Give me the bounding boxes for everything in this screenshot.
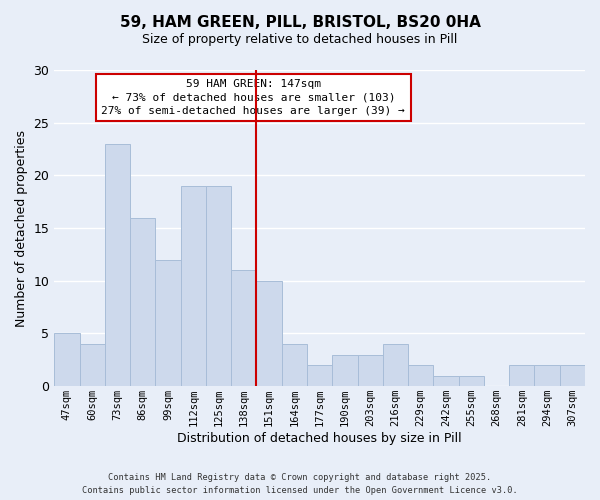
Text: 59, HAM GREEN, PILL, BRISTOL, BS20 0HA: 59, HAM GREEN, PILL, BRISTOL, BS20 0HA [119,15,481,30]
Bar [458,376,484,386]
Bar [80,344,105,386]
Bar [206,186,231,386]
Bar [408,365,433,386]
Text: 59 HAM GREEN: 147sqm
← 73% of detached houses are smaller (103)
27% of semi-deta: 59 HAM GREEN: 147sqm ← 73% of detached h… [101,80,405,116]
Bar [307,365,332,386]
Text: Size of property relative to detached houses in Pill: Size of property relative to detached ho… [142,32,458,46]
Y-axis label: Number of detached properties: Number of detached properties [15,130,28,326]
Bar [509,365,535,386]
Bar [181,186,206,386]
Bar [155,260,181,386]
Bar [332,354,358,386]
Bar [535,365,560,386]
Bar [433,376,458,386]
Bar [130,218,155,386]
Bar [54,334,80,386]
Bar [105,144,130,386]
Bar [383,344,408,386]
X-axis label: Distribution of detached houses by size in Pill: Distribution of detached houses by size … [178,432,462,445]
Text: Contains HM Land Registry data © Crown copyright and database right 2025.
Contai: Contains HM Land Registry data © Crown c… [82,474,518,495]
Bar [231,270,256,386]
Bar [282,344,307,386]
Bar [256,281,282,386]
Bar [560,365,585,386]
Bar [358,354,383,386]
